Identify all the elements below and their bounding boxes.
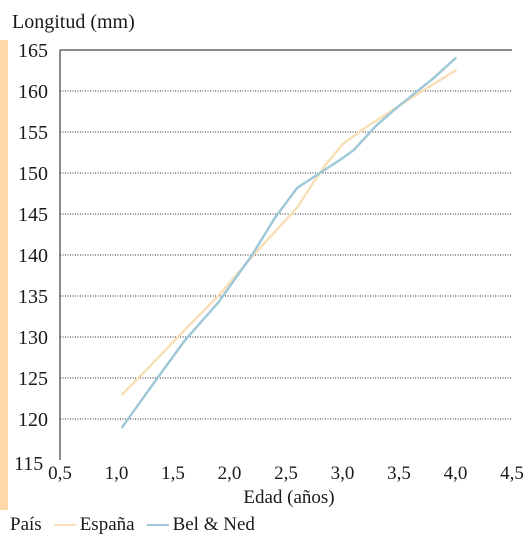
series-lines [120,56,457,429]
x-tick-labels: 0,5 1,0 1,5 2,0 2,5 3,0 3,5 4,0 4,5 [48,463,524,484]
x-tick-label: 4,0 [444,463,468,484]
x-tick-label: 0,5 [48,463,72,484]
accent-bar [0,40,8,510]
y-tick-label: 165 [18,40,48,62]
x-tick-label: 3,0 [331,463,355,484]
legend-title: País [10,514,42,535]
y-tick-label: 115 [14,453,43,475]
series-line-1 [120,56,457,429]
legend-label-espana: España [79,514,135,535]
legend-swatch-belned [146,524,169,526]
y-tick-label: 150 [18,163,48,185]
y-tick-label: 120 [18,409,48,431]
y-tick-labels: 115 120 125 130 135 140 145 150 155 160 165 [14,40,48,475]
y-axis-label: Longitud (mm) [12,11,135,33]
legend-swatch-espana [53,524,76,526]
x-tick-label: 3,5 [387,463,411,484]
x-tick-label: 2,5 [274,463,298,484]
x-tick-label: 1,0 [105,463,129,484]
series-line-0 [120,69,457,396]
grid-lines [59,49,512,460]
x-axis-label: Edad (años) [243,487,334,508]
y-tick-label: 145 [18,204,48,226]
legend: País España Bel & Ned [10,514,255,536]
y-tick-label: 160 [18,81,48,103]
y-tick-label: 140 [18,245,48,267]
x-tick-label: 2,0 [218,463,242,484]
y-tick-label: 155 [18,122,48,144]
x-tick-label: 1,5 [161,463,185,484]
y-tick-label: 135 [18,286,48,308]
legend-label-belned: Bel & Ned [172,514,255,535]
x-tick-label: 4,5 [500,463,524,484]
y-tick-label: 125 [18,368,48,390]
y-tick-label: 130 [18,327,48,349]
